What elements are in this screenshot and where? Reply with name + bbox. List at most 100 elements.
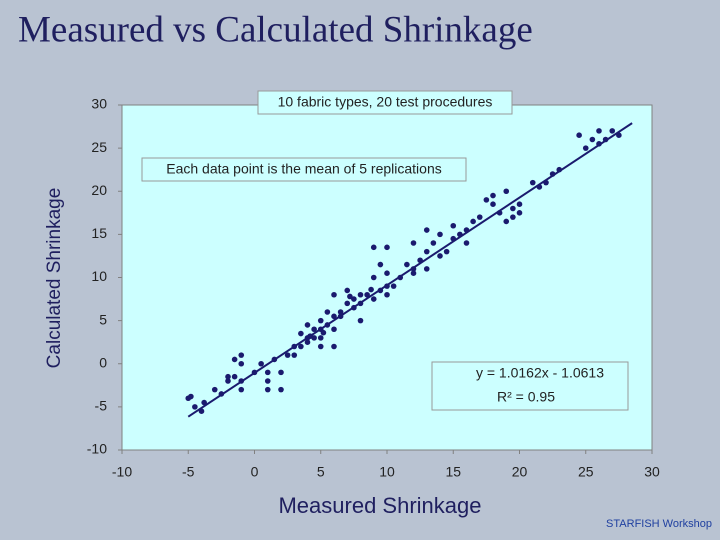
- data-point: [198, 408, 205, 414]
- data-point: [304, 322, 311, 328]
- data-point: [317, 317, 324, 324]
- data-point: [370, 274, 377, 281]
- data-point: [616, 132, 622, 138]
- data-point: [238, 360, 245, 367]
- data-point: [450, 235, 457, 242]
- data-point: [596, 128, 602, 134]
- x-tick-label: 10: [379, 464, 395, 480]
- data-point: [364, 291, 370, 298]
- data-point: [264, 386, 271, 393]
- data-point: [347, 293, 353, 300]
- y-tick-label: -5: [95, 398, 108, 414]
- data-point: [496, 210, 503, 216]
- data-point: [357, 300, 364, 307]
- data-point: [543, 179, 549, 186]
- data-point: [377, 261, 384, 268]
- data-point: [357, 317, 364, 324]
- data-point: [463, 227, 470, 233]
- data-point: [188, 393, 194, 400]
- data-point: [291, 343, 298, 350]
- data-point: [556, 166, 563, 173]
- data-point: [331, 291, 337, 298]
- data-point: [490, 192, 496, 199]
- data-point: [331, 313, 337, 320]
- x-tick-label: 30: [644, 464, 660, 480]
- data-point: [298, 330, 304, 337]
- data-point: [384, 270, 390, 276]
- data-point: [443, 248, 450, 255]
- data-point: [264, 378, 271, 384]
- data-point: [377, 287, 384, 294]
- data-point: [370, 244, 377, 251]
- data-point: [503, 218, 510, 225]
- data-point: [307, 333, 313, 339]
- footer: STARFISH Workshop: [606, 518, 712, 530]
- data-point: [384, 283, 390, 289]
- data-point: [251, 369, 258, 376]
- data-point: [384, 244, 390, 251]
- data-point: [278, 369, 284, 376]
- data-point: [238, 386, 245, 393]
- data-point: [417, 257, 423, 264]
- data-point: [549, 171, 556, 177]
- y-tick-label: 15: [91, 225, 107, 241]
- data-point: [238, 352, 245, 358]
- data-point: [271, 356, 278, 363]
- data-point: [476, 214, 483, 220]
- data-point: [291, 352, 298, 358]
- annotation-box: [257, 90, 513, 115]
- y-tick-label: -10: [87, 441, 107, 457]
- data-point: [351, 304, 357, 311]
- x-tick-label: 20: [512, 464, 528, 480]
- x-tick-label: 25: [578, 464, 594, 480]
- data-point: [410, 270, 417, 276]
- y-tick-label: 0: [99, 354, 107, 370]
- data-point: [351, 296, 357, 302]
- annotation: 10 fabric types, 20 test procedures: [278, 94, 493, 110]
- data-point: [201, 399, 207, 406]
- r-squared: R² = 0.95: [497, 389, 555, 405]
- data-point: [609, 128, 616, 134]
- data-point: [516, 201, 523, 207]
- data-point: [298, 343, 304, 350]
- data-point: [370, 296, 377, 302]
- data-point: [304, 339, 311, 345]
- x-tick-label: -10: [112, 464, 132, 480]
- data-point: [582, 145, 589, 151]
- data-point: [503, 188, 510, 195]
- y-tick-label: 30: [91, 96, 107, 112]
- data-point: [357, 291, 364, 298]
- data-point: [368, 286, 374, 293]
- annotation-box: [141, 157, 467, 182]
- data-point: [344, 300, 351, 307]
- y-tick-label: 10: [91, 268, 107, 284]
- data-point: [516, 210, 523, 216]
- y-tick-label: 20: [91, 182, 107, 198]
- data-point: [423, 248, 430, 255]
- data-point: [238, 378, 245, 384]
- data-point: [324, 309, 331, 315]
- data-point: [437, 231, 443, 238]
- data-point: [225, 373, 231, 380]
- data-point: [602, 136, 609, 143]
- data-point: [384, 291, 390, 298]
- data-point: [410, 266, 417, 272]
- x-tick-label: -5: [182, 464, 195, 480]
- data-point: [331, 326, 337, 333]
- data-point: [576, 132, 582, 138]
- data-point: [344, 287, 351, 294]
- data-point: [258, 360, 264, 367]
- data-point: [225, 378, 231, 384]
- data-point: [430, 240, 437, 246]
- data-point: [404, 261, 410, 268]
- data-point: [311, 326, 317, 333]
- data-point: [390, 283, 397, 289]
- data-point: [463, 240, 470, 246]
- data-point: [596, 141, 602, 147]
- x-tick-label: 15: [445, 464, 461, 480]
- x-axis-label: Measured Shrinkage: [278, 493, 481, 518]
- data-point: [337, 309, 344, 315]
- y-tick-label: 25: [91, 139, 107, 155]
- annotation-box: [431, 361, 629, 411]
- chart-title: Measured vs Calculated Shrinkage: [18, 9, 533, 50]
